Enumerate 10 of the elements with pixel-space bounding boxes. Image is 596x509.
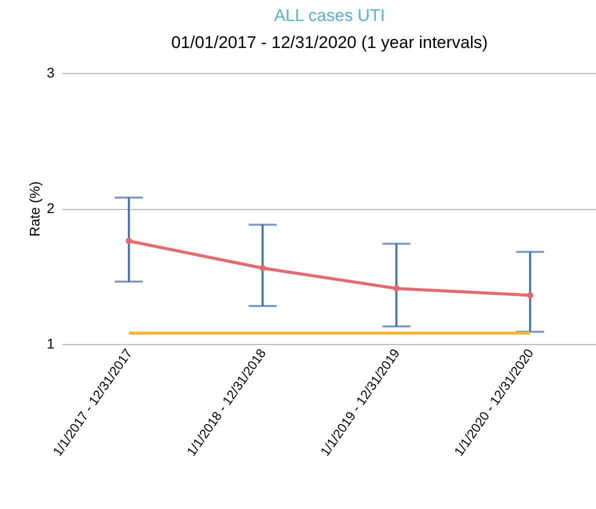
chart-subtitle: 01/01/2017 - 12/31/2020 (1 year intervals) [171, 33, 488, 52]
y-tick-label: 2 [46, 200, 55, 216]
y-tick-label: 3 [46, 64, 55, 80]
point [393, 285, 400, 292]
point [526, 292, 534, 298]
point [259, 264, 266, 272]
point [126, 238, 132, 244]
y-axis-title: Rate (%) [26, 181, 43, 237]
y-tick-label: 1 [46, 336, 55, 352]
chart-title: ALL cases UTI [274, 6, 385, 25]
